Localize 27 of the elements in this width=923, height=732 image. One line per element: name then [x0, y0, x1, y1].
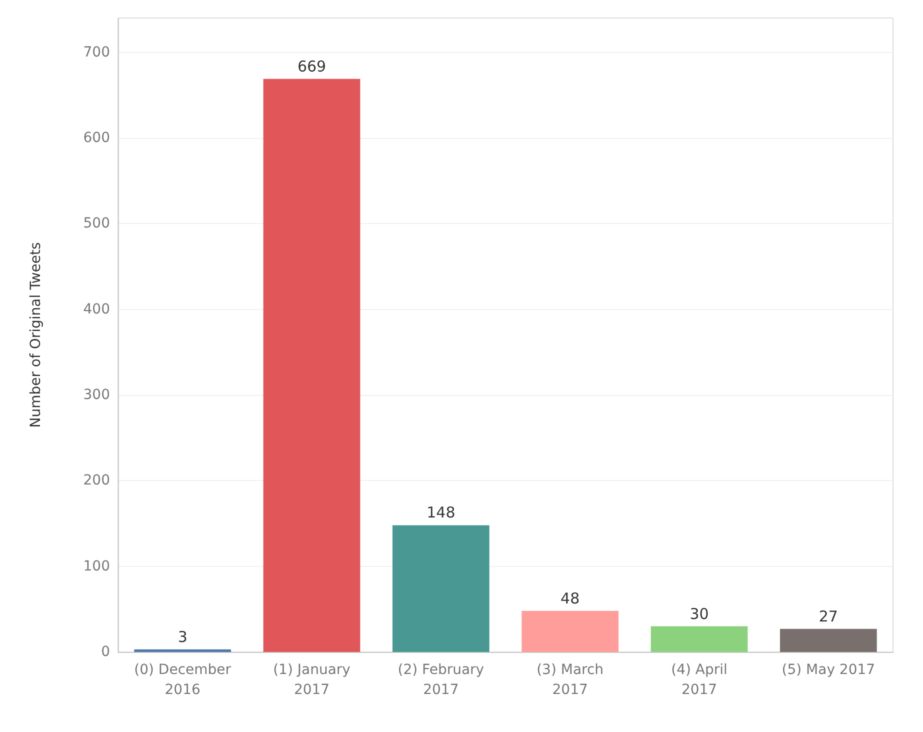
y-tick-label: 600: [83, 130, 110, 146]
bar: [134, 649, 232, 652]
x-tick-label: (3) March 2017: [536, 662, 604, 698]
y-tick-label: 700: [83, 44, 110, 60]
data-label: 30: [690, 604, 709, 623]
y-tick-label: 100: [83, 558, 110, 574]
x-tick-label: (5) May 2017: [782, 662, 876, 678]
data-label: 148: [426, 504, 456, 522]
bar: [263, 78, 360, 652]
x-tick-label: (4) April 2017: [671, 662, 728, 698]
y-tick-label: 300: [83, 386, 110, 403]
y-axis-title: Number of Original Tweets: [28, 242, 44, 428]
y-tick-label: 500: [83, 216, 110, 232]
x-tick-label: (0) December 2016: [134, 662, 232, 698]
bar: [650, 626, 748, 652]
data-label: 48: [560, 589, 580, 608]
y-tick-label: 200: [83, 472, 110, 489]
data-label: 27: [818, 607, 838, 626]
bar: [392, 525, 490, 652]
bar: [522, 610, 619, 652]
y-tick-label: 0: [101, 644, 110, 660]
y-tick-label: 400: [83, 301, 110, 318]
data-label: 669: [297, 57, 326, 76]
data-label: 3: [178, 628, 188, 646]
bar: [780, 628, 877, 652]
x-tick-label: (1) January 2017: [273, 662, 350, 698]
x-tick-label: (2) February 2017: [398, 662, 484, 698]
